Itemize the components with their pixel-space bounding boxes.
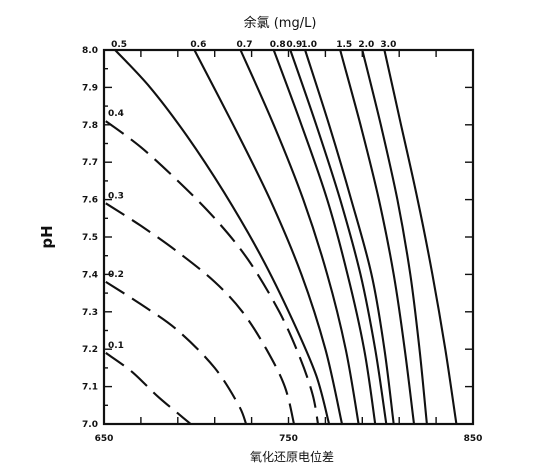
series-line-1-0	[304, 48, 395, 426]
series-line-3-0	[383, 48, 458, 426]
y-tick-label: 8.0	[82, 46, 98, 56]
series-label: 0.2	[108, 270, 124, 280]
series-label: 0.5	[111, 40, 127, 50]
y-axis-label: pH	[38, 225, 56, 248]
y-tick-label: 7.9	[82, 83, 98, 93]
x-axis-label: 氧化还原电位差	[250, 449, 334, 464]
chart-curves	[105, 48, 458, 426]
y-tick-label: 7.3	[82, 308, 98, 318]
x-tick-label: 650	[95, 434, 114, 444]
y-tick-label: 7.1	[82, 383, 98, 393]
series-label: 0.4	[108, 109, 124, 119]
series-line-0-1	[105, 352, 192, 425]
series-label: 0.9	[286, 40, 302, 50]
y-tick-label: 7.5	[82, 233, 98, 243]
chart-title: 余氯 (mg/L)	[244, 15, 317, 31]
series-label: 0.6	[190, 40, 206, 50]
series-line-0-9	[289, 48, 388, 426]
y-tick-label: 7.2	[82, 345, 98, 355]
y-tick-label: 7.6	[82, 196, 98, 206]
y-tick-label: 7.4	[82, 270, 98, 280]
series-line-0-4	[105, 120, 320, 425]
y-tick-label: 7.7	[82, 158, 98, 168]
chart-ticks	[103, 49, 474, 425]
x-tick-label: 850	[464, 434, 483, 444]
series-label: 0.3	[108, 191, 124, 201]
series-line-1-5	[339, 48, 416, 426]
y-tick-label: 7.0	[82, 420, 98, 430]
series-label: 0.1	[108, 341, 124, 351]
chart-tick-labels: 0.1 0.2 0.3 0.4 0.5 0.6 0.7 0.8 0.91.0 1.5 2.0 3.0 7…	[82, 40, 482, 444]
series-line-0-8	[272, 48, 377, 426]
x-tick-label: 750	[279, 434, 298, 444]
series-line-0-3	[105, 202, 296, 425]
series-label: 3.0	[380, 40, 396, 50]
plot-frame	[102, 48, 475, 426]
series-line-2-0	[361, 48, 428, 426]
series-line-0-6	[193, 48, 344, 426]
series-line-0-5	[114, 48, 331, 426]
series-label: 1.0	[301, 40, 317, 50]
series-line-0-2	[105, 281, 248, 425]
series-label: 1.5	[336, 40, 352, 50]
series-label: 2.0	[358, 40, 374, 50]
series-line-0-7	[239, 48, 360, 426]
y-tick-label: 7.8	[82, 121, 98, 131]
series-label: 0.8	[270, 40, 286, 50]
series-label: 0.7	[237, 40, 253, 50]
